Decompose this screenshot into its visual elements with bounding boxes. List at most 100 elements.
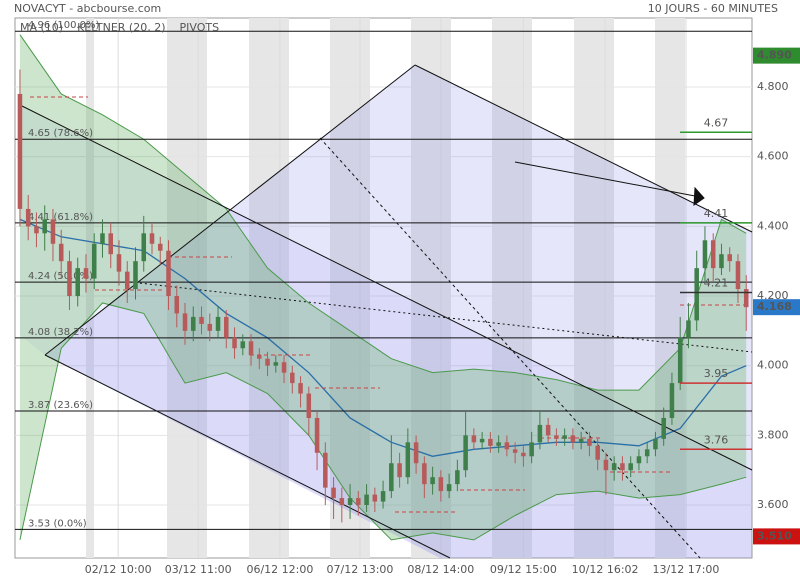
candle-body	[413, 442, 419, 464]
candle-body	[496, 442, 501, 446]
candle-body	[661, 417, 666, 439]
legend-entry: PIVOTS	[179, 21, 219, 34]
candle-body	[257, 355, 262, 359]
candle-body	[455, 470, 460, 485]
candle-body	[488, 438, 493, 446]
candle-body	[58, 243, 64, 262]
candle-body	[372, 494, 378, 502]
candle-body	[83, 268, 89, 279]
candle-body	[380, 491, 386, 502]
fib-label: 4.65 (78.6%)	[28, 128, 93, 139]
pivot-label: 3.95	[704, 367, 729, 380]
trend-line-dashed	[319, 137, 701, 559]
fib-label: 4.41 (61.8%)	[28, 212, 93, 223]
candle-body	[727, 254, 732, 262]
candle-body	[124, 271, 130, 290]
candle-body	[397, 463, 402, 478]
candle-body	[347, 498, 353, 506]
x-tick-label: 13/12 17:00	[653, 563, 720, 576]
candle-body	[554, 435, 559, 439]
y-tick-label: 4.800	[757, 80, 789, 93]
candle-body	[306, 393, 312, 418]
candle-body	[42, 219, 47, 234]
candle-body	[331, 487, 336, 499]
candle-body	[677, 337, 683, 384]
candle-body	[620, 463, 625, 471]
keltner-fill	[19, 34, 747, 540]
candle-body	[248, 341, 254, 356]
y-tick-label: 4.200	[757, 289, 789, 302]
candle-body	[50, 219, 56, 244]
candle-body	[199, 316, 204, 324]
session-band	[86, 18, 94, 558]
candle-body	[364, 494, 369, 506]
candle-body	[644, 449, 650, 457]
candle-body	[686, 320, 691, 338]
y-tick-label: 4.000	[757, 359, 789, 372]
trend-line	[44, 354, 451, 559]
arrow-line	[514, 161, 696, 197]
candle-body	[430, 477, 435, 485]
candle-body	[91, 243, 97, 279]
candle-body	[174, 296, 180, 314]
candle-body	[446, 484, 452, 492]
candle-body	[265, 358, 270, 366]
session-band	[411, 18, 451, 558]
candle-body	[512, 449, 518, 453]
session-band	[167, 18, 207, 558]
candle-body	[578, 438, 584, 443]
candle-body	[224, 316, 229, 338]
pivot-label: 3.76	[704, 433, 729, 446]
candle-body	[149, 233, 155, 244]
candle-body	[570, 435, 576, 443]
y-tick-label: 4.400	[757, 219, 789, 232]
trend-line	[19, 104, 753, 471]
x-tick-label: 09/12 15:00	[490, 563, 557, 576]
candle-body	[166, 250, 171, 297]
price-marker	[753, 299, 800, 316]
pivot-label: 4.21	[704, 277, 729, 290]
fib-label: 4.08 (38.2%)	[28, 327, 93, 338]
candle-body	[100, 233, 105, 244]
candle-body	[422, 463, 427, 485]
candle-body	[182, 313, 188, 331]
legend-entry: KELTNER (20, 2)	[77, 21, 165, 34]
candle-body	[611, 463, 617, 471]
arrow-head	[693, 186, 705, 207]
candle-body	[438, 477, 444, 492]
candle-body	[636, 456, 642, 464]
candle-body	[339, 498, 345, 506]
axes: 3.600 3.800 4.000 4.200 4.400 4.600 4.800 02/12…	[85, 47, 800, 576]
session-band	[492, 18, 532, 558]
fibonacci-layer: 3.53 (0.0%) 3.87 (23.6%) 4.08 (38.2%) 4.24 …	[15, 20, 752, 530]
candle-body	[17, 93, 23, 209]
chart-subtitle: 10 JOURS - 60 MINUTES	[648, 2, 778, 15]
candle-body	[207, 323, 213, 331]
fib-label: 3.87 (23.6%)	[28, 400, 93, 411]
x-tick-label: 03/12 11:00	[165, 563, 232, 576]
channel-area	[45, 65, 752, 558]
candle-body	[133, 261, 138, 290]
price-marker	[753, 47, 800, 64]
x-tick-label: 08/12 14:00	[407, 563, 474, 576]
candle-body	[67, 261, 72, 297]
y-tick-label: 3.600	[757, 498, 789, 511]
candle-body	[537, 424, 543, 443]
candle-body	[314, 417, 320, 453]
session-band	[249, 18, 289, 558]
candle-body	[108, 233, 114, 255]
candle-body	[735, 261, 741, 290]
candle-body	[562, 435, 567, 439]
price-marker-label: 3.510	[757, 529, 792, 542]
candle-body	[694, 268, 699, 321]
pivots-layer: 4.67 4.41 4.21 3.95 3.76	[680, 116, 752, 451]
candle-body	[34, 226, 39, 234]
y-tick-label: 4.600	[757, 150, 789, 163]
chart-title: NOVACYT - abcbourse.com	[14, 2, 161, 15]
candle-body	[463, 435, 468, 471]
price-marker-label: 4.168	[757, 300, 792, 313]
candle-body	[389, 463, 394, 492]
x-tick-label: 07/12 13:00	[327, 563, 394, 576]
